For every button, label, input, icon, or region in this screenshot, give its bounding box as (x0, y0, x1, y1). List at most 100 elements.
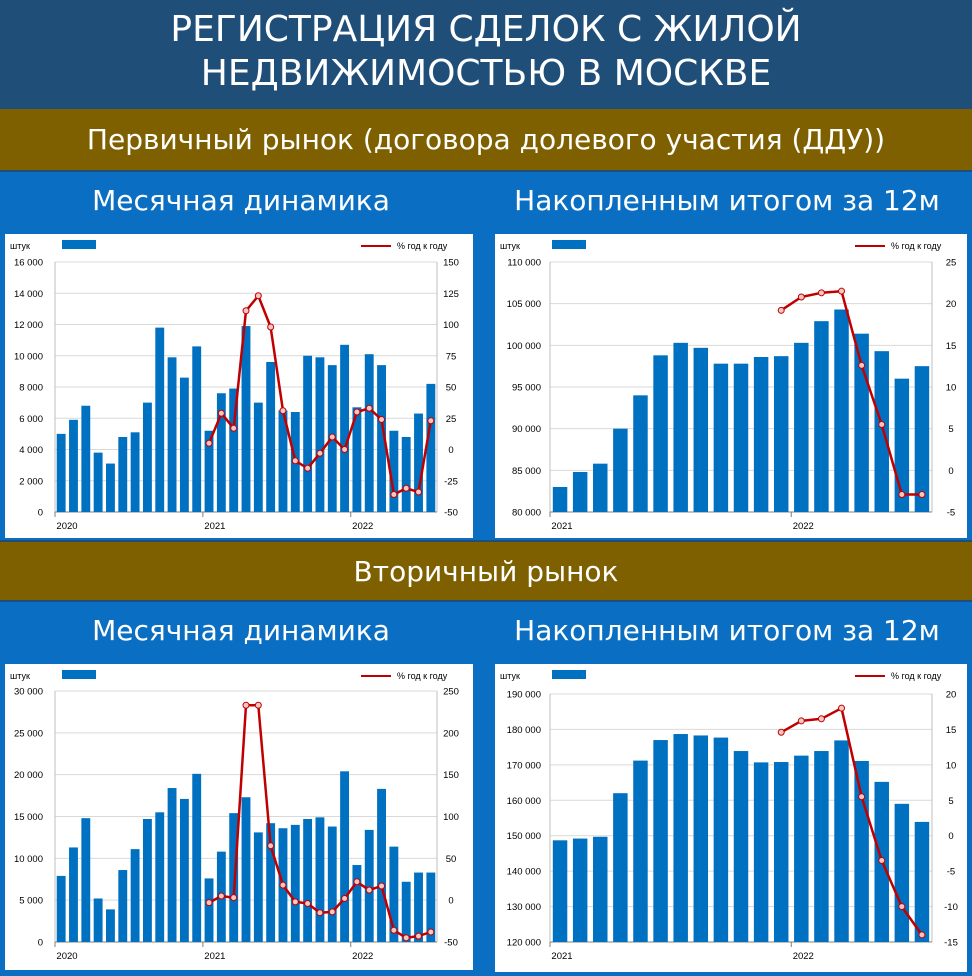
yoy-point (365, 886, 373, 894)
bar (673, 734, 688, 942)
yoy-point (328, 908, 336, 916)
bar (118, 870, 128, 942)
legend-line-label: % год к году (397, 241, 448, 251)
bar (814, 321, 829, 512)
bar (854, 333, 869, 512)
bar (142, 819, 152, 942)
yoy-point (918, 931, 926, 939)
bar (106, 909, 115, 942)
y-tick-label-right: 0 (948, 831, 953, 842)
bar (377, 788, 386, 942)
bar (352, 865, 362, 942)
bar (192, 773, 202, 942)
bar (204, 878, 214, 942)
yoy-point (254, 292, 262, 300)
yoy-point (817, 715, 825, 723)
chart-primary-monthly-svg: 0 2 000 4 000 6 000 8 000 10 000 12 000 14 000 1… (10, 240, 459, 532)
bar (593, 463, 608, 512)
primary-right-title: Накопленным итогом за 12м (514, 184, 940, 217)
bar (340, 771, 350, 942)
yoy-point (304, 900, 312, 908)
y-axis-unit-label: штук (10, 671, 30, 681)
main-title: РЕГИСТРАЦИЯ СДЕЛОК С ЖИЛОЙ НЕДВИЖИМОСТЬЮ… (0, 0, 972, 107)
yoy-point (217, 409, 225, 417)
y-tick-label-right: 75 (446, 351, 457, 362)
bar (552, 840, 568, 942)
x-tick-label: 2020 (56, 951, 77, 962)
bar (426, 383, 436, 512)
y-tick-label-left: 90 000 (512, 424, 541, 435)
bar (613, 793, 628, 942)
y-tick-label-right: 50 (446, 383, 457, 394)
bar (266, 823, 276, 942)
bar (192, 346, 202, 512)
bar (352, 407, 362, 512)
yoy-point (242, 701, 250, 709)
y-tick-label-right: 25 (446, 414, 457, 425)
bar (389, 430, 399, 512)
legend-bar-swatch (62, 670, 96, 679)
bar (253, 402, 263, 512)
y-tick-label-right: -15 (944, 938, 958, 949)
y-tick-label-left: 120 000 (507, 938, 541, 949)
chart-primary-monthly: 0 2 000 4 000 6 000 8 000 10 000 12 000 14 000 1… (5, 234, 473, 538)
yoy-point (291, 898, 299, 906)
yoy-point (427, 928, 435, 936)
bar (894, 803, 910, 942)
y-tick-label-right: 150 (443, 258, 459, 269)
x-tick-label: 2022 (793, 521, 814, 532)
bar (303, 355, 313, 512)
legend-bar-swatch (62, 240, 96, 249)
legend-bar-swatch (552, 240, 586, 249)
bar (572, 472, 588, 512)
bar (327, 826, 337, 942)
y-tick-label-right: 15 (946, 341, 957, 352)
yoy-point (817, 289, 825, 297)
y-tick-label-right: 0 (448, 445, 453, 456)
y-tick-label-left: 12 000 (14, 320, 43, 331)
legend-bar-swatch (552, 670, 586, 679)
y-tick-label-left: 130 000 (507, 902, 541, 913)
y-tick-label-right: -5 (947, 867, 955, 878)
chart-primary-cumulative: 80 000 85 000 90 000 95 000 100 000 105 000 11… (495, 234, 967, 538)
yoy-point (878, 857, 886, 865)
bar (106, 463, 115, 512)
yoy-point (316, 909, 324, 917)
bar (572, 838, 588, 942)
chart-secondary-cumulative: 120 000 130 000 140 000 150 000 160 000 170 0… (495, 664, 967, 972)
yoy-point (918, 491, 926, 498)
y-tick-label-right: 20 (946, 690, 957, 701)
bar (753, 762, 769, 942)
x-tick-label: 2022 (352, 521, 373, 532)
main-title-line2: НЕДВИЖИМОСТЬЮ В МОСКВЕ (200, 53, 772, 94)
yoy-point (898, 903, 906, 911)
y-tick-label-left: 10 000 (14, 351, 43, 362)
y-tick-label-left: 8 000 (19, 383, 43, 394)
y-tick-label-left: 15 000 (14, 812, 43, 823)
yoy-point (777, 728, 785, 736)
bar (713, 737, 729, 942)
y-tick-label-right: -10 (944, 902, 958, 913)
secondary-section-title: Вторичный рынок (0, 540, 972, 602)
y-tick-label-left: 0 (38, 938, 43, 949)
x-tick-label: 2021 (551, 951, 572, 962)
y-tick-label-right: 125 (443, 289, 459, 300)
yoy-point (858, 361, 866, 369)
y-tick-label-left: 30 000 (14, 687, 43, 698)
y-tick-label-right: 100 (443, 812, 459, 823)
bar (693, 347, 709, 512)
yoy-point (353, 408, 361, 416)
bar (303, 819, 313, 942)
yoy-point (415, 488, 423, 496)
bar (834, 309, 849, 512)
bar (401, 437, 411, 512)
yoy-point (279, 881, 287, 889)
bar (81, 818, 91, 942)
y-tick-label-right: 250 (443, 687, 459, 698)
y-tick-label-right: 20 (946, 299, 957, 310)
bar (653, 740, 668, 942)
yoy-point (402, 484, 410, 492)
yoy-point (390, 926, 398, 934)
yoy-point (353, 878, 361, 886)
bar (229, 813, 239, 942)
